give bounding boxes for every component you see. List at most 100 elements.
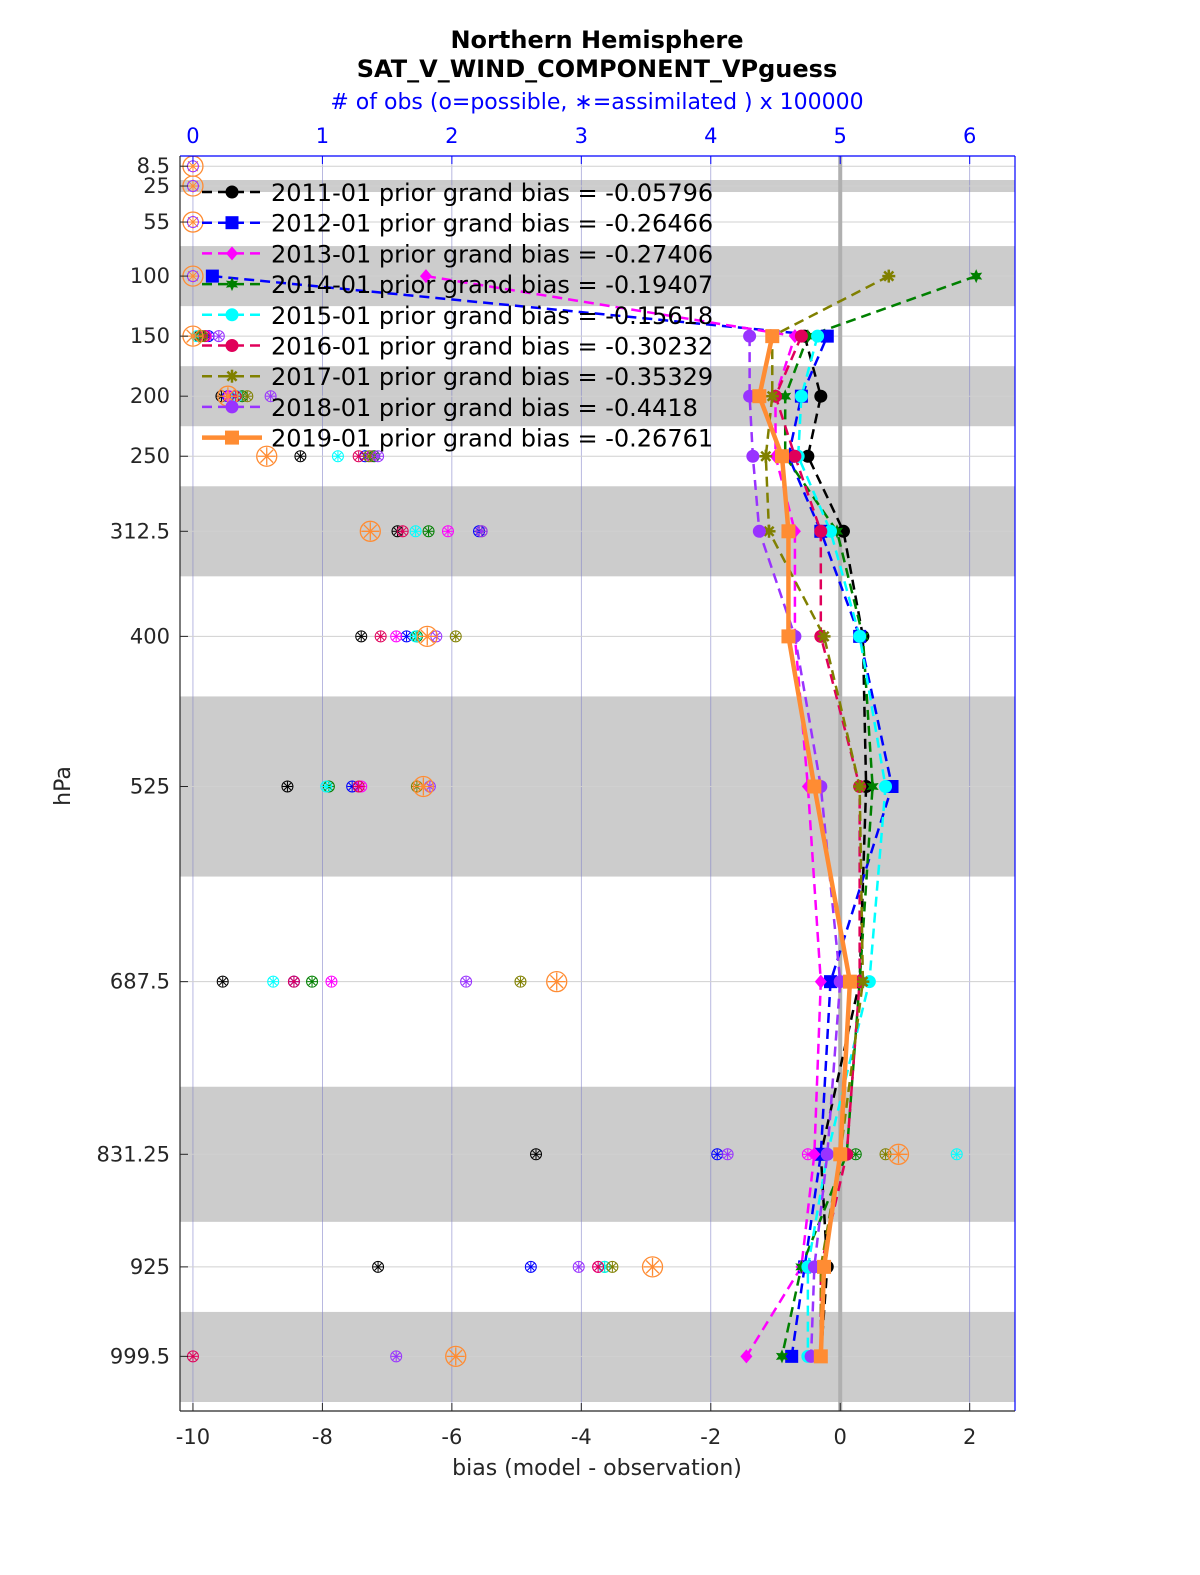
asterisk-stroke bbox=[266, 392, 275, 401]
asterisk-stroke bbox=[432, 632, 441, 641]
obs-assimilated-marker bbox=[257, 447, 276, 466]
obs-assimilated-marker bbox=[889, 1145, 908, 1164]
data-point bbox=[225, 277, 239, 292]
asterisk-stroke bbox=[416, 779, 431, 794]
data-point bbox=[814, 974, 827, 989]
obs-possible-marker bbox=[359, 520, 381, 542]
top-tick-label: 4 bbox=[704, 124, 717, 148]
obs-assimilated-marker bbox=[446, 1347, 465, 1366]
obs-possible-marker bbox=[396, 525, 409, 538]
asterisk-stroke bbox=[549, 974, 564, 989]
asterisk-stroke bbox=[763, 525, 775, 537]
obs-possible-marker bbox=[409, 525, 422, 538]
obs-count-markers bbox=[182, 155, 963, 1368]
data-point bbox=[820, 1147, 834, 1161]
asterisk-stroke bbox=[363, 524, 378, 539]
obs-possible-marker bbox=[475, 525, 488, 538]
axes-frame bbox=[179, 155, 1016, 1412]
obs-possible-marker bbox=[721, 1148, 734, 1161]
data-point bbox=[419, 269, 432, 284]
obs-assimilated-marker bbox=[391, 631, 402, 642]
obs-possible-marker bbox=[412, 775, 435, 798]
data-point bbox=[807, 779, 822, 794]
data-point bbox=[779, 389, 792, 404]
asterisk-stroke bbox=[226, 370, 238, 382]
obs-possible-marker bbox=[256, 445, 278, 467]
asterisk-stroke bbox=[392, 632, 401, 641]
obs-possible-marker bbox=[514, 975, 527, 988]
data-point bbox=[833, 1147, 848, 1162]
obs-assimilated-marker bbox=[282, 781, 293, 792]
x-axis-label: bias (model - observation) bbox=[452, 1456, 742, 1481]
y-tick-label: 100 bbox=[130, 264, 170, 288]
data-point bbox=[225, 339, 239, 352]
y-tick-label: 250 bbox=[130, 444, 170, 468]
obs-assimilated-marker bbox=[326, 976, 337, 987]
asterisk-stroke bbox=[462, 977, 470, 986]
obs-assimilated-marker bbox=[373, 1261, 384, 1272]
y-tick-label: 312.5 bbox=[110, 519, 170, 543]
data-point bbox=[856, 975, 870, 989]
obs-assimilated-marker bbox=[185, 179, 200, 194]
obs-possible-marker bbox=[264, 390, 277, 403]
obs-assimilated-marker bbox=[353, 781, 364, 792]
asterisk-stroke bbox=[187, 270, 199, 282]
obs-assimilated-marker bbox=[217, 976, 228, 987]
tick-labels: -10 -8 -6 -4 -2 0 2 0 1 2 3 4 5 6 8.525 55 100 150 200 250 3… bbox=[97, 124, 977, 1449]
asterisk-stroke bbox=[290, 977, 298, 986]
asterisk-stroke bbox=[420, 629, 435, 644]
obs-possible-marker bbox=[572, 1260, 585, 1273]
asterisk-stroke bbox=[818, 630, 830, 642]
legend-entry-label: 2015-01 prior grand bias = -0.15618 bbox=[271, 302, 713, 330]
asterisk-stroke bbox=[424, 527, 433, 536]
legend-entry-label: 2014-01 prior grand bias = -0.19407 bbox=[271, 271, 713, 299]
obs-possible-marker bbox=[216, 975, 229, 988]
y-tick-label: 831.25 bbox=[97, 1142, 170, 1166]
asterisk-stroke bbox=[243, 392, 252, 401]
obs-possible-marker bbox=[352, 780, 365, 793]
asterisk-stroke bbox=[444, 527, 452, 536]
data-point bbox=[746, 449, 760, 463]
asterisk-stroke bbox=[854, 781, 866, 792]
obs-possible-marker bbox=[416, 625, 438, 648]
asterisk-stroke bbox=[760, 450, 772, 462]
series-line bbox=[774, 335, 861, 1357]
asterisk-stroke bbox=[374, 452, 382, 461]
asterisk-stroke bbox=[532, 1150, 540, 1159]
data-point bbox=[781, 629, 796, 644]
data-point bbox=[226, 246, 238, 261]
asterisk-stroke bbox=[411, 527, 420, 536]
x-tick-label: -4 bbox=[571, 1425, 592, 1449]
data-point bbox=[765, 329, 780, 344]
data-point bbox=[794, 329, 808, 343]
legend-entry-label: 2017-01 prior grand bias = -0.35329 bbox=[271, 363, 713, 391]
top-tick-label: 3 bbox=[575, 124, 588, 148]
obs-possible-marker bbox=[212, 330, 225, 343]
asterisk-stroke bbox=[221, 389, 235, 404]
data-point bbox=[225, 216, 239, 230]
legend-entry-label: 2011-01 prior grand bias = -0.05796 bbox=[271, 179, 713, 207]
obs-possible-marker bbox=[449, 630, 462, 643]
obs-assimilated-marker bbox=[185, 159, 200, 174]
y-tick-label: 8.5 bbox=[137, 154, 170, 178]
asterisk-stroke bbox=[851, 1150, 860, 1159]
obs-possible-marker bbox=[524, 1260, 537, 1273]
obs-assimilated-marker bbox=[321, 781, 332, 792]
series-line bbox=[212, 274, 894, 1357]
legend-entry-label: 2013-01 prior grand bias = -0.27406 bbox=[271, 240, 713, 268]
obs-assimilated-marker bbox=[356, 631, 367, 642]
x-tick-label: -2 bbox=[700, 1425, 721, 1449]
asterisk-stroke bbox=[259, 449, 274, 464]
obs-assimilated-marker bbox=[951, 1149, 962, 1160]
asterisk-stroke bbox=[186, 329, 200, 343]
data-point bbox=[225, 430, 239, 445]
obs-possible-marker bbox=[441, 525, 454, 538]
asterisk-stroke bbox=[883, 270, 895, 282]
obs-possible-marker bbox=[445, 1345, 467, 1368]
obs-possible-marker bbox=[374, 630, 387, 643]
series-line bbox=[748, 336, 842, 1357]
obs-possible-marker bbox=[460, 975, 473, 988]
obs-possible-marker bbox=[306, 975, 319, 988]
asterisk-stroke bbox=[376, 632, 385, 641]
